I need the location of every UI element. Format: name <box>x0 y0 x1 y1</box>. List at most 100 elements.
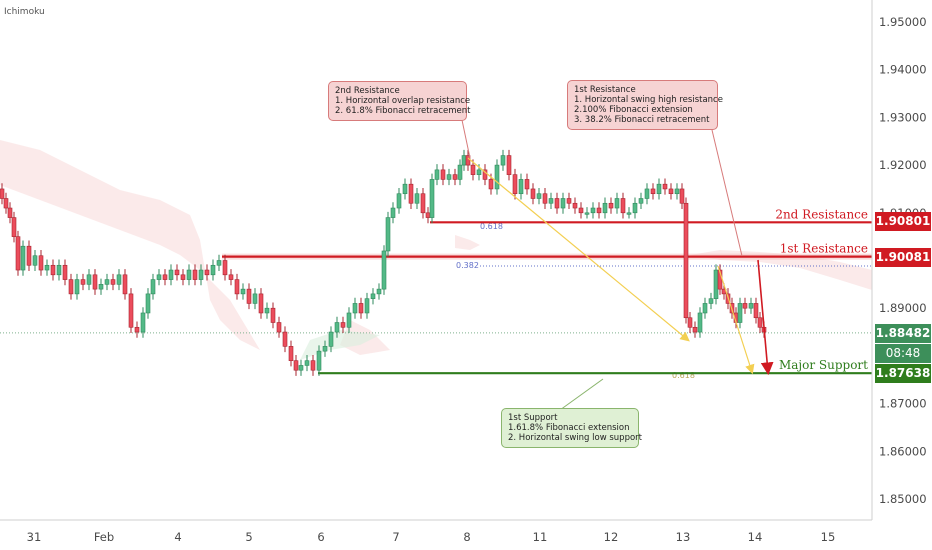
callout-1st-support: 1st Support 1.61.8% Fibonacci extension … <box>501 408 642 448</box>
price-badge-current[interactable]: 1.88482 <box>875 324 931 343</box>
callout-2nd-resistance: 2nd Resistance 1. Horizontal overlap res… <box>328 81 471 121</box>
callout-pointer <box>711 129 743 257</box>
candle <box>452 174 458 180</box>
candle <box>674 188 680 195</box>
candle <box>358 303 364 314</box>
candle <box>614 198 620 209</box>
candle <box>234 279 240 295</box>
candle <box>390 207 396 218</box>
x-tick-label: 5 <box>245 530 252 544</box>
fib-label: 0.618 <box>672 371 695 380</box>
candle <box>316 350 322 371</box>
candle <box>632 202 638 214</box>
callout-line: 2. 61.8% Fibonacci retracement <box>335 106 471 116</box>
candle <box>168 269 174 280</box>
candle <box>457 164 463 180</box>
candle <box>134 326 140 333</box>
candle <box>692 326 698 333</box>
candle <box>156 274 162 280</box>
candle <box>434 169 440 180</box>
level-label: 2nd Resistance <box>775 207 868 221</box>
fib-label: 0.382 <box>456 261 479 270</box>
indicator-label[interactable]: Ichimoku <box>4 7 45 17</box>
x-tick-label: 15 <box>821 530 836 544</box>
candle <box>293 360 299 371</box>
x-tick-label: 31 <box>27 530 42 544</box>
candle <box>626 212 632 215</box>
candle <box>3 198 9 209</box>
candle <box>702 303 708 314</box>
candle <box>346 312 352 328</box>
candle <box>476 169 482 175</box>
y-tick-label: 1.86000 <box>879 444 927 458</box>
candle <box>98 284 104 290</box>
price-badge-2nd-resistance[interactable]: 1.90801 <box>875 212 931 231</box>
candle <box>408 183 414 204</box>
candle <box>596 207 602 214</box>
time-axis-ticks[interactable]: 31 Feb 4 5 6 7 8 11 12 13 14 15 <box>27 530 836 544</box>
candle <box>92 274 98 290</box>
candle <box>748 303 754 309</box>
candle <box>608 202 614 209</box>
candle <box>80 279 86 285</box>
candle <box>186 269 192 280</box>
candle <box>145 293 151 314</box>
candle <box>470 164 476 175</box>
candle <box>276 322 282 333</box>
candle <box>644 188 650 199</box>
candle <box>488 179 494 190</box>
candle <box>44 264 50 271</box>
candle <box>304 360 310 366</box>
y-tick-label: 1.93000 <box>879 110 927 124</box>
candle <box>62 264 68 280</box>
candle <box>482 169 488 180</box>
level-label: Major Support <box>779 358 868 372</box>
candle <box>20 245 26 271</box>
candle <box>246 288 252 304</box>
candle <box>74 279 80 295</box>
candle <box>753 303 759 319</box>
candle <box>662 183 668 190</box>
candle <box>104 279 110 285</box>
time-axis-bg <box>0 520 932 550</box>
candle <box>282 331 288 347</box>
candle <box>110 279 116 285</box>
price-badge-1st-resistance[interactable]: 1.90081 <box>875 248 931 267</box>
cloud-region <box>690 250 872 290</box>
candle <box>180 274 186 280</box>
candle <box>116 274 122 285</box>
callout-line: 2.100% Fibonacci extension <box>574 105 693 115</box>
x-tick-label: 8 <box>463 530 470 544</box>
y-tick-label: 1.94000 <box>879 63 927 77</box>
candle <box>340 322 346 328</box>
y-tick-label: 1.92000 <box>879 158 927 172</box>
x-tick-label: 11 <box>533 530 548 544</box>
candle <box>429 179 435 218</box>
candle <box>150 279 156 295</box>
candle <box>270 307 276 323</box>
callout-line: 1st Support <box>508 413 558 423</box>
level-label: 1st Resistance <box>780 242 868 256</box>
callout-pointer <box>461 119 471 159</box>
candle <box>26 245 32 266</box>
candle <box>198 269 204 280</box>
candle <box>240 288 246 295</box>
fib-projection-arrow <box>717 265 755 375</box>
candle <box>560 198 566 209</box>
candles <box>0 149 767 376</box>
candle <box>500 155 506 166</box>
ichimoku-cloud <box>0 140 872 360</box>
candle <box>11 217 17 237</box>
candle <box>548 198 554 204</box>
candle <box>162 274 168 280</box>
y-tick-label: 1.89000 <box>879 301 927 315</box>
candle <box>68 279 74 295</box>
candle <box>56 264 62 276</box>
price-badge-major-support[interactable]: 1.87638 <box>875 364 931 383</box>
candle <box>381 250 387 290</box>
y-tick-label: 1.87000 <box>879 397 927 411</box>
callout-line: 1. Horizontal swing high resistance <box>574 95 723 105</box>
candle <box>602 202 608 214</box>
callout-line: 3. 38.2% Fibonacci retracement <box>574 115 710 125</box>
candle <box>638 198 644 204</box>
